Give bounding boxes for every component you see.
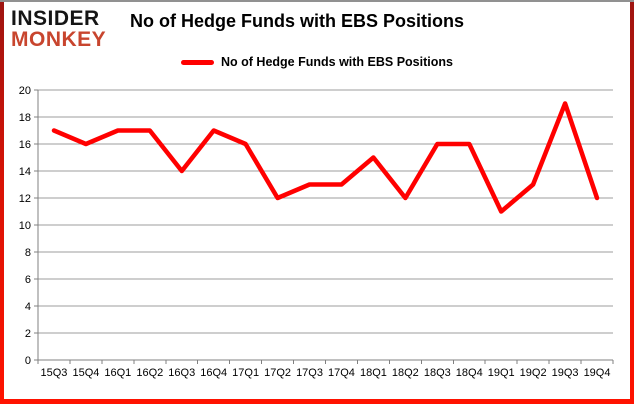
y-axis-label: 0 [25,355,31,367]
x-axis-label: 18Q1 [360,367,387,379]
y-axis-label: 14 [19,166,31,178]
x-axis-label: 18Q4 [456,367,483,379]
chart-title: No of Hedge Funds with EBS Positions [130,11,465,31]
series-line [51,101,600,214]
x-axis-label: 19Q3 [552,367,579,379]
y-axis-label: 16 [19,139,31,151]
y-axis-label: 4 [25,301,31,313]
y-axis-label: 10 [19,220,31,232]
x-axis-label: 16Q4 [200,367,227,379]
x-axis-label: 16Q2 [136,367,163,379]
x-axis-label: 17Q4 [328,367,355,379]
chart-canvas: INSIDER MONKEY No of Hedge Funds with EB… [4,2,630,399]
x-axis-label: 17Q2 [264,367,291,379]
logo-text-insider: INSIDER [11,7,100,30]
x-axis-label: 15Q4 [72,367,99,379]
x-axis-label: 18Q3 [424,367,451,379]
y-axis-label: 12 [19,193,31,205]
y-axis-label: 20 [19,85,31,97]
x-axis-label: 15Q3 [41,367,68,379]
x-axis-label: 18Q2 [392,367,419,379]
x-axis-label: 19Q2 [520,367,547,379]
logo-text-monkey: MONKEY [11,28,107,52]
y-axis-label: 18 [19,112,31,124]
y-axis-label: 8 [25,247,31,259]
y-axis-label: 6 [25,274,31,286]
legend-line-swatch [181,59,215,65]
x-axis-label: 19Q4 [584,367,611,379]
y-axis-label: 2 [25,328,31,340]
x-axis-label: 16Q3 [168,367,195,379]
legend-series-label: No of Hedge Funds with EBS Positions [221,55,453,69]
x-axis-label: 17Q1 [232,367,259,379]
x-axis-label: 16Q1 [104,367,131,379]
x-axis-label: 17Q3 [296,367,323,379]
line-chart: 0 2 4 6 8 10 12 14 16 18 20 15Q3 15Q4 16Q1 16Q2 16Q3 16Q… [19,85,614,379]
chart-legend: No of Hedge Funds with EBS Positions [4,55,630,69]
x-axis-label: 19Q1 [488,367,515,379]
insider-monkey-logo: INSIDER MONKEY [11,7,107,52]
